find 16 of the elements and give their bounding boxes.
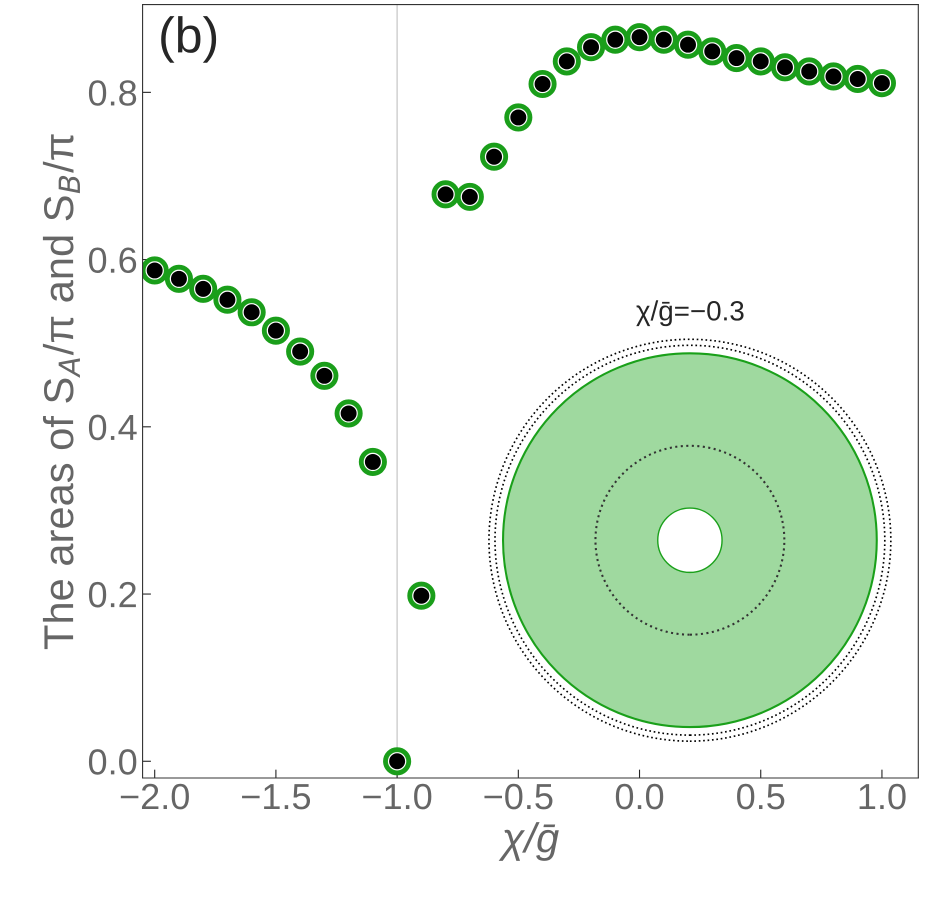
y-tick-label: 0.6 <box>88 247 136 274</box>
x-tick-label: −2.0 <box>120 784 189 810</box>
x-tick-label: 0.0 <box>616 784 664 810</box>
annotation: χ/ḡ=−0.3 <box>636 300 744 326</box>
y-axis-title: The areas of S$_{A}$/π and S$_{B}$/π <box>42 134 80 650</box>
x-tick-label: 0.5 <box>737 784 784 810</box>
x-axis-title: χ/ḡ <box>498 822 559 861</box>
x-tick-label: −0.5 <box>484 784 552 810</box>
y-tick-label: 0.4 <box>88 414 137 440</box>
y-tick-label: 0.8 <box>88 80 136 106</box>
annotation: (b) <box>161 16 216 63</box>
y-tick-label: 0.2 <box>88 582 136 608</box>
y-tick-label: 0.0 <box>88 749 136 775</box>
x-tick-label: −1.0 <box>363 784 432 810</box>
x-tick-label: −1.5 <box>242 784 310 810</box>
x-tick-label: 1.0 <box>860 784 906 810</box>
